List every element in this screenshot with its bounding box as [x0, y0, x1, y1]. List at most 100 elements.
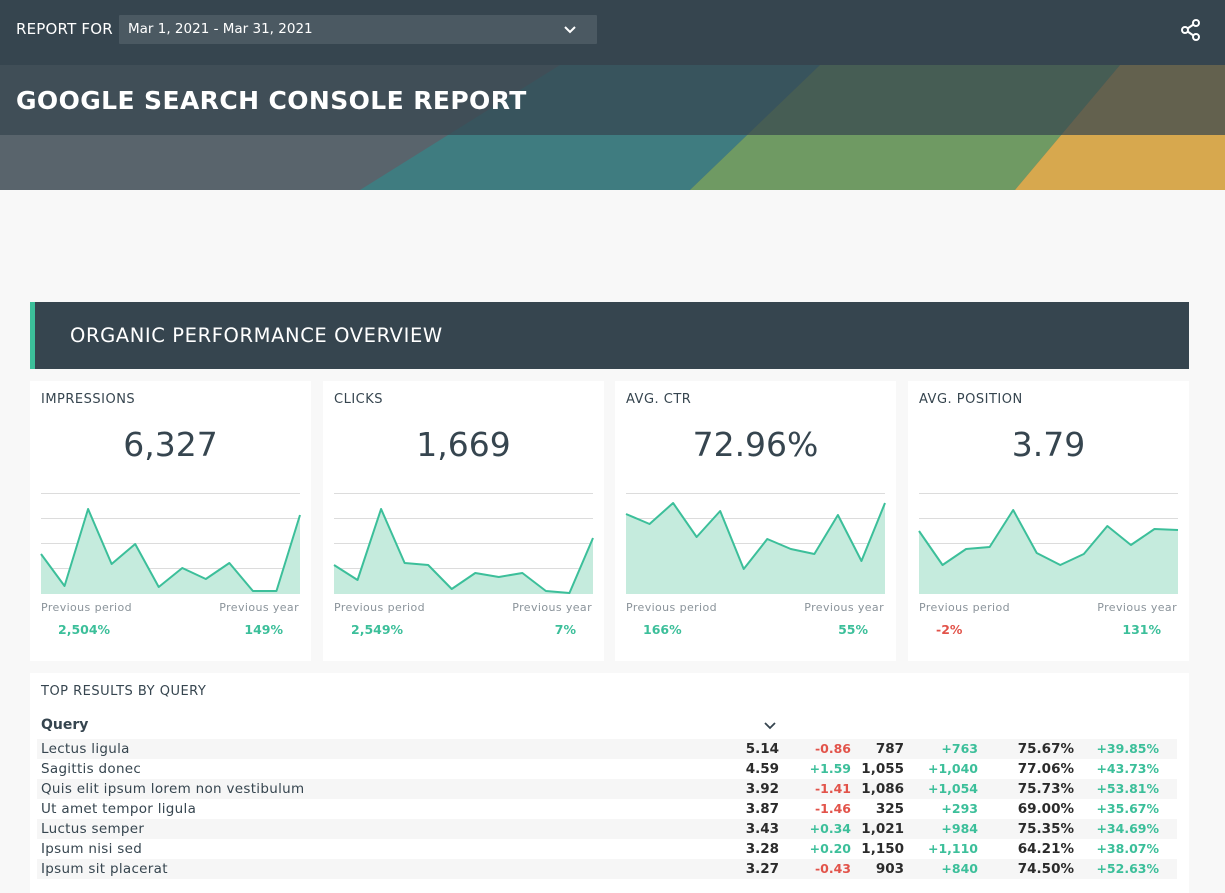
position-cell: 3.27	[745, 861, 779, 877]
clicks-cell: 325	[875, 801, 904, 817]
previous-period-change: 2,549%	[351, 622, 404, 637]
table-row[interactable]: Lectus ligula 5.14 -0.86 787 +763 75.67%…	[37, 739, 1177, 759]
query-cell: Ipsum nisi sed	[41, 841, 143, 857]
kpi-label: CLICKS	[334, 392, 384, 407]
sparkline-chart	[918, 493, 1179, 594]
kpi-label: AVG. CTR	[626, 392, 692, 407]
table-row[interactable]: Ipsum nisi sed 3.28 +0.20 1,150 +1,110 6…	[37, 839, 1177, 859]
date-range-value: Mar 1, 2021 - Mar 31, 2021	[128, 21, 313, 37]
sparkline-chart	[40, 493, 301, 594]
position-cell: 5.14	[745, 741, 779, 757]
previous-year-change: 149%	[244, 622, 283, 637]
ctr-cell: 75.67%	[1017, 741, 1074, 757]
table-row[interactable]: Luctus semper 3.43 +0.34 1,021 +984 75.3…	[37, 819, 1177, 839]
chevron-down-icon[interactable]	[763, 719, 777, 733]
previous-period-label: Previous period	[626, 601, 718, 614]
query-cell: Lectus ligula	[41, 741, 130, 757]
query-cell: Ut amet tempor ligula	[41, 801, 197, 817]
clicks-cell: 1,055	[861, 761, 904, 777]
ctr-change-cell: +53.81%	[1096, 781, 1159, 796]
chevron-down-icon	[564, 26, 576, 34]
sparkline-area	[41, 509, 300, 594]
table-row[interactable]: Ipsum sit placerat 3.27 -0.43 903 +840 7…	[37, 859, 1177, 879]
kpi-value: 1,669	[416, 425, 511, 464]
section-header: ORGANIC PERFORMANCE OVERVIEW	[30, 302, 1189, 369]
sparkline-line	[918, 509, 1179, 566]
position-cell: 3.87	[745, 801, 779, 817]
kpi-label: IMPRESSIONS	[41, 392, 136, 407]
clicks-change-cell: +840	[941, 861, 978, 876]
previous-period-change: -2%	[936, 622, 963, 637]
clicks-change-cell: +984	[941, 821, 978, 836]
position-change-cell: +0.34	[809, 821, 851, 836]
kpi-value: 3.79	[1011, 425, 1086, 464]
previous-period-label: Previous period	[919, 601, 1011, 614]
position-cell: 3.92	[745, 781, 779, 797]
kpi-card-impressions: IMPRESSIONS 6,327 Previous period Previo…	[30, 381, 311, 661]
kpi-card-avg-position: AVG. POSITION 3.79 Previous period Previ…	[908, 381, 1189, 661]
clicks-cell: 1,150	[861, 841, 904, 857]
position-change-cell: -0.43	[814, 861, 851, 876]
clicks-change-cell: +1,040	[927, 761, 978, 776]
previous-year-label: Previous year	[804, 601, 884, 614]
table-row[interactable]: Quis elit ipsum lorem non vestibulum 3.9…	[37, 779, 1177, 799]
previous-period-change: 2,504%	[58, 622, 111, 637]
position-change-cell: -1.46	[814, 801, 851, 816]
date-range-select[interactable]: Mar 1, 2021 - Mar 31, 2021	[119, 15, 597, 44]
clicks-change-cell: +763	[941, 741, 978, 756]
sparkline-area	[334, 509, 593, 594]
clicks-cell: 1,086	[861, 781, 904, 797]
clicks-change-cell: +1,110	[927, 841, 978, 856]
share-icon[interactable]	[1179, 18, 1203, 42]
sparkline-line	[625, 502, 886, 570]
ctr-cell: 77.06%	[1017, 761, 1074, 777]
kpi-card-avg-ctr: AVG. CTR 72.96% Previous period Previous…	[615, 381, 896, 661]
sparkline-line	[40, 508, 301, 592]
kpi-label: AVG. POSITION	[919, 392, 1023, 407]
report-header: REPORT FOR Mar 1, 2021 - Mar 31, 2021 GO…	[0, 0, 1225, 190]
position-cell: 4.59	[745, 761, 779, 777]
position-change-cell: -0.86	[814, 741, 851, 756]
position-change-cell: +1.59	[809, 761, 851, 776]
sparkline-chart	[333, 493, 594, 594]
table-row[interactable]: Ut amet tempor ligula 3.87 -1.46 325 +29…	[37, 799, 1177, 819]
report-title: GOOGLE SEARCH CONSOLE REPORT	[16, 86, 527, 115]
previous-period-label: Previous period	[41, 601, 133, 614]
top-results-table: TOP RESULTS BY QUERY Query Lectus ligula…	[30, 673, 1189, 893]
previous-year-label: Previous year	[1097, 601, 1177, 614]
ctr-cell: 64.21%	[1017, 841, 1074, 857]
ctr-change-cell: +38.07%	[1096, 841, 1159, 856]
ctr-cell: 75.73%	[1017, 781, 1074, 797]
previous-year-label: Previous year	[219, 601, 299, 614]
sparkline-area	[626, 503, 885, 594]
clicks-cell: 903	[875, 861, 904, 877]
position-change-cell: -1.41	[814, 781, 851, 796]
kpi-value: 72.96%	[692, 425, 819, 464]
previous-year-change: 55%	[838, 622, 868, 637]
table-row[interactable]: Sagittis donec 4.59 +1.59 1,055 +1,040 7…	[37, 759, 1177, 779]
query-cell: Luctus semper	[41, 821, 145, 837]
ctr-change-cell: +39.85%	[1096, 741, 1159, 756]
table-body: Lectus ligula 5.14 -0.86 787 +763 75.67%…	[37, 739, 1177, 879]
clicks-change-cell: +1,054	[927, 781, 978, 796]
section-title: ORGANIC PERFORMANCE OVERVIEW	[70, 324, 443, 347]
ctr-cell: 69.00%	[1017, 801, 1074, 817]
query-cell: Sagittis donec	[41, 761, 142, 777]
sparkline-line	[333, 508, 594, 594]
ctr-cell: 75.35%	[1017, 821, 1074, 837]
kpi-card-clicks: CLICKS 1,669 Previous period Previous ye…	[323, 381, 604, 661]
ctr-change-cell: +52.63%	[1096, 861, 1159, 876]
query-column-header[interactable]: Query	[41, 717, 89, 733]
table-title: TOP RESULTS BY QUERY	[41, 684, 207, 699]
ctr-change-cell: +34.69%	[1096, 821, 1159, 836]
ctr-change-cell: +35.67%	[1096, 801, 1159, 816]
report-for-label: REPORT FOR	[16, 20, 113, 38]
position-cell: 3.43	[745, 821, 779, 837]
query-cell: Quis elit ipsum lorem non vestibulum	[41, 781, 305, 797]
title-band	[0, 65, 1225, 135]
previous-period-change: 166%	[643, 622, 682, 637]
ctr-cell: 74.50%	[1017, 861, 1074, 877]
ctr-change-cell: +43.73%	[1096, 761, 1159, 776]
previous-year-change: 7%	[554, 622, 576, 637]
clicks-change-cell: +293	[941, 801, 978, 816]
